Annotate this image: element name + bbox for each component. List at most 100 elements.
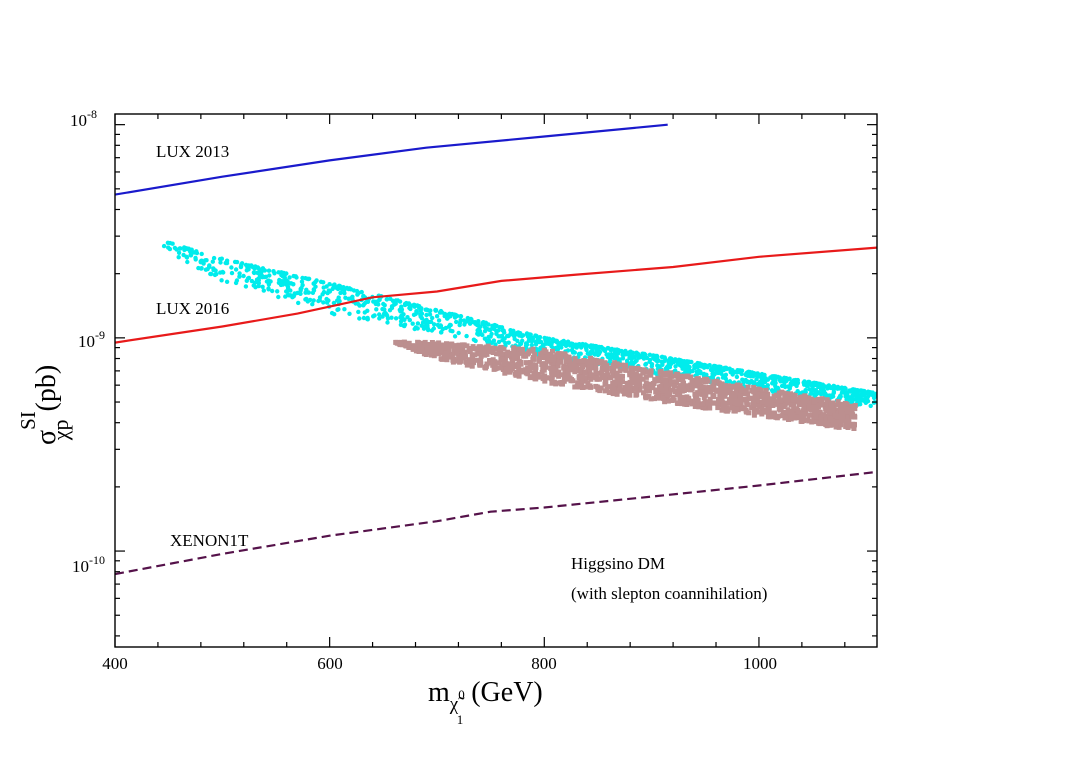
- data-point: [188, 252, 193, 258]
- data-point: [627, 361, 632, 367]
- data-point: [585, 380, 591, 386]
- data-point: [356, 301, 361, 307]
- data-point: [476, 359, 482, 365]
- data-point: [472, 352, 478, 358]
- data-point: [786, 417, 791, 422]
- data-point: [780, 390, 786, 396]
- data-point: [310, 302, 315, 307]
- data-point: [788, 402, 794, 408]
- data-point: [614, 388, 620, 394]
- data-point: [503, 364, 509, 370]
- data-point: [484, 361, 490, 367]
- data-point: [769, 412, 775, 418]
- data-point: [820, 382, 825, 387]
- data-point: [303, 276, 308, 281]
- data-point: [555, 363, 561, 369]
- data-point: [634, 391, 640, 397]
- data-point: [464, 362, 470, 368]
- data-point: [442, 356, 448, 361]
- data-point: [518, 360, 524, 366]
- data-point: [452, 315, 458, 320]
- data-point: [690, 368, 695, 374]
- data-point: [830, 394, 836, 399]
- data-point: [729, 391, 735, 397]
- data-point: [311, 298, 316, 303]
- data-point: [806, 418, 812, 424]
- data-point: [700, 364, 706, 369]
- data-point: [523, 353, 529, 359]
- data-point: [512, 356, 518, 362]
- data-point: [528, 360, 533, 365]
- data-point: [520, 333, 526, 338]
- data-point: [457, 348, 463, 354]
- data-point: [419, 316, 425, 321]
- data-point: [318, 279, 324, 284]
- data-point: [415, 321, 421, 326]
- data-point: [715, 370, 721, 376]
- data-point: [382, 303, 387, 308]
- data-point: [661, 359, 667, 364]
- data-point: [718, 390, 724, 396]
- data-point: [478, 348, 484, 354]
- data-point: [167, 240, 173, 246]
- data-point: [643, 374, 649, 380]
- data-point: [185, 246, 190, 252]
- data-point: [627, 372, 633, 378]
- data-point: [541, 355, 546, 360]
- data-point: [452, 334, 458, 339]
- data-point: [337, 299, 342, 304]
- data-point: [419, 348, 425, 354]
- data-point: [788, 416, 794, 422]
- data-point: [237, 271, 242, 276]
- data-point: [746, 370, 752, 375]
- data-point: [845, 411, 851, 417]
- data-point: [846, 419, 852, 425]
- data-point: [845, 392, 850, 398]
- data-point: [614, 374, 620, 380]
- data-point: [749, 405, 755, 411]
- data-point: [669, 373, 675, 379]
- data-point: [199, 251, 204, 257]
- data-point: [524, 368, 530, 374]
- data-point: [607, 354, 613, 359]
- data-point: [543, 364, 549, 370]
- data-point: [356, 309, 361, 315]
- data-point: [662, 399, 668, 405]
- data-point: [774, 392, 780, 398]
- data-point: [813, 393, 818, 398]
- data-point: [558, 359, 564, 365]
- data-point: [721, 386, 727, 391]
- data-point: [266, 287, 271, 292]
- data-point: [576, 351, 582, 357]
- data-point: [732, 405, 737, 411]
- data-point: [505, 333, 510, 339]
- data-point: [185, 259, 190, 265]
- data-point: [482, 329, 488, 334]
- data-point: [624, 380, 630, 386]
- data-point: [383, 311, 388, 316]
- data-point: [425, 308, 431, 313]
- data-point: [797, 415, 803, 421]
- data-point: [569, 348, 575, 353]
- data-point: [647, 388, 652, 394]
- data-point: [540, 366, 546, 372]
- data-point: [818, 416, 824, 422]
- data-point: [696, 391, 702, 397]
- data-point: [778, 406, 784, 411]
- data-point: [588, 372, 594, 378]
- data-point: [786, 409, 792, 415]
- data-point: [819, 399, 824, 405]
- data-point: [438, 348, 443, 354]
- data-point: [623, 349, 628, 354]
- data-point: [791, 400, 797, 406]
- data-point: [822, 415, 828, 421]
- data-point: [762, 407, 768, 413]
- data-point: [619, 362, 625, 368]
- data-point: [754, 394, 760, 400]
- data-point: [731, 391, 737, 396]
- data-point: [393, 298, 399, 303]
- data-point: [462, 322, 467, 327]
- data-point: [423, 352, 429, 357]
- data-point: [831, 418, 837, 424]
- data-point: [610, 362, 616, 368]
